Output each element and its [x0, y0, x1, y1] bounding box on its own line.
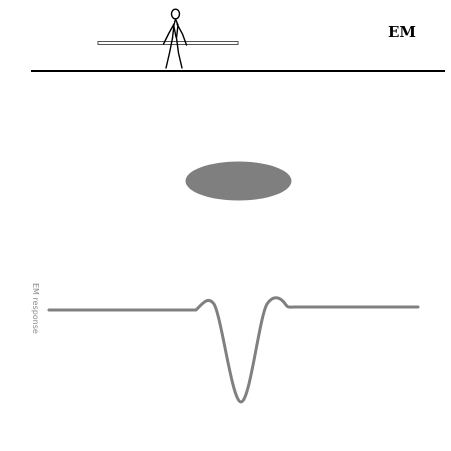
buried-conductive-target	[185, 161, 292, 201]
em-response-curve	[47, 296, 420, 404]
walking-person-icon	[162, 8, 188, 69]
em-instrument-pole	[97, 41, 239, 45]
method-label: EM	[388, 23, 416, 41]
y-axis-label: EM response	[31, 283, 40, 334]
